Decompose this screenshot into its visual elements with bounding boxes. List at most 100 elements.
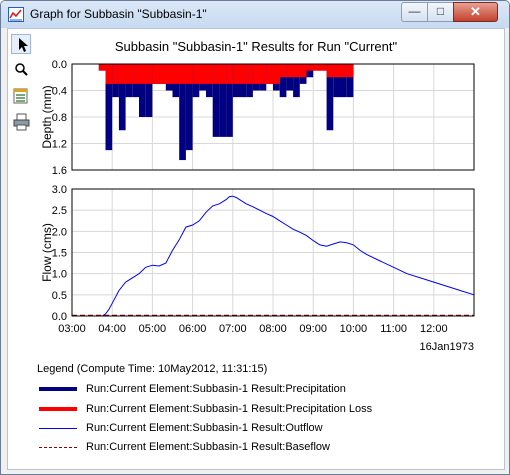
- precipitation-loss-bar: [132, 64, 139, 84]
- precipitation-loss-bar: [326, 64, 334, 78]
- precipitation-loss-bar: [185, 64, 193, 84]
- precipitation-bar: [346, 64, 354, 98]
- precipitation-loss-bar: [279, 64, 287, 78]
- flow-x-tick-label: 11:00: [380, 323, 407, 335]
- legend-label-precipitation: Run:Current Element:Subbasin-1 Result:Pr…: [86, 383, 346, 395]
- minimize-icon: —: [408, 4, 421, 18]
- legend-swatch-baseflow: [39, 447, 77, 448]
- precipitation-loss-bar: [206, 64, 213, 84]
- outflow-line: [72, 195, 475, 317]
- flow-x-tick-label: 05:00: [139, 323, 167, 335]
- legend-entry-precipitation-loss: Run:Current Element:Subbasin-1 Result:Pr…: [37, 403, 488, 417]
- legend-swatch-precipitation: [39, 387, 77, 391]
- precipitation-bar: [219, 64, 227, 137]
- precipitation-bar: [212, 64, 220, 137]
- zoom-magnifier-icon: [15, 63, 28, 76]
- precipitation-loss-bar: [346, 64, 354, 78]
- table-tool-button[interactable]: [11, 86, 31, 106]
- close-button[interactable]: ✕: [453, 2, 498, 22]
- flow-y-tick-label: 0.0: [52, 311, 67, 323]
- legend-entry-outflow: Run:Current Element:Subbasin-1 Result:Ou…: [37, 422, 488, 436]
- flow-y-tick-label: 2.5: [52, 205, 67, 217]
- precipitation-loss-bar: [286, 64, 294, 78]
- precipitation-bar: [279, 64, 287, 98]
- precipitation-bar: [145, 64, 153, 117]
- precipitation-loss-bar: [125, 64, 133, 84]
- maximize-button[interactable]: □: [427, 2, 454, 22]
- precipitation-loss-bar: [219, 64, 227, 84]
- precipitation-loss-bar: [293, 64, 300, 78]
- precipitation-loss-bar: [98, 64, 106, 71]
- precipitation-loss-bar: [232, 64, 240, 84]
- precipitation-loss-bar: [252, 64, 260, 84]
- precipitation-loss-bar: [105, 64, 113, 84]
- precipitation-bar: [179, 64, 186, 161]
- legend-swatch-precipitation-loss: [39, 407, 77, 411]
- flow-x-tick-label: 07:00: [219, 323, 247, 335]
- flow-chart: 0.0 0.5 1.0 1.5 2.0 2.5 3.0 03:00 04:00 05:00 06:0…: [40, 184, 475, 353]
- title-bar[interactable]: Graph for Subbasin "Subbasin-1" — □ ✕: [1, 1, 509, 28]
- precipitation-loss-bar: [319, 64, 327, 71]
- precipitation-loss-bar: [112, 64, 119, 84]
- legend-label-baseflow: Run:Current Element:Subbasin-1 Result:Ba…: [86, 441, 330, 453]
- flow-x-tick-label: 04:00: [98, 323, 126, 335]
- precipitation-loss-bar: [299, 64, 307, 78]
- precipitation-loss-bar: [179, 64, 186, 84]
- precipitation-loss-bar: [159, 64, 166, 84]
- print-tool-button[interactable]: [11, 112, 31, 132]
- zoom-tool-button[interactable]: [11, 60, 31, 80]
- precipitation-loss-bar: [139, 64, 146, 84]
- precipitation-bar: [326, 64, 334, 131]
- maximize-icon: □: [436, 4, 445, 18]
- precip-y-tick-label: 1.2: [52, 139, 67, 151]
- flow-y-tick-label: 2.0: [52, 226, 67, 238]
- flow-y-tick-label: 0.5: [52, 290, 67, 302]
- precipitation-loss-bar: [152, 64, 160, 84]
- precip-y-tick-label: 0.0: [52, 59, 67, 71]
- legend-title: Legend (Compute Time: 10May2012, 11:31:1…: [37, 363, 268, 375]
- chart-area: 0.0 0.4 0.8 1.2 1.6 Depth (mm) 0.0 0.5 1.0 1.5 2.…: [40, 59, 475, 353]
- flow-plot-frame: [71, 188, 475, 317]
- close-icon: ✕: [470, 4, 481, 19]
- legend: Legend (Compute Time: 10May2012, 11:31:1…: [37, 357, 488, 461]
- precipitation-loss-bar: [145, 64, 153, 84]
- flow-x-tick-label: 12:00: [420, 323, 448, 335]
- precipitation-bar: [118, 64, 126, 131]
- graph-panel: Subbasin "Subbasin-1" Results for Run "C…: [7, 28, 505, 470]
- precipitation-loss-bar: [259, 64, 267, 84]
- precipitation-loss-bar: [172, 64, 180, 84]
- precipitation-loss-bar: [306, 64, 314, 71]
- flow-y-axis-label: Flow (cms): [40, 223, 54, 282]
- flow-y-tick-label: 1.0: [52, 269, 67, 281]
- pointer-arrow-icon: [19, 38, 28, 52]
- legend-label-outflow: Run:Current Element:Subbasin-1 Result:Ou…: [86, 422, 323, 434]
- legend-label-precipitation-loss: Run:Current Element:Subbasin-1 Result:Pr…: [86, 403, 373, 415]
- precipitation-loss-bar: [246, 64, 253, 84]
- precipitation-bar: [293, 64, 300, 98]
- precipitation-bar: [105, 64, 113, 151]
- precipitation-loss-bar: [199, 64, 206, 84]
- flow-y-tick-label: 1.5: [52, 248, 67, 260]
- precipitation-loss-bar: [118, 64, 126, 84]
- flow-x-tick-label: 09:00: [299, 323, 327, 335]
- precipitation-bar: [226, 64, 233, 137]
- precipitation-loss-bar: [313, 64, 320, 71]
- minimize-button[interactable]: —: [401, 2, 428, 22]
- precipitation-loss-bar: [273, 64, 280, 84]
- flow-x-tick-label: 10:00: [340, 323, 368, 335]
- precip-y-tick-label: 0.4: [52, 86, 67, 98]
- window-title: Graph for Subbasin "Subbasin-1": [30, 7, 207, 21]
- table-properties-icon: [13, 88, 28, 104]
- precipitation-loss-bar: [212, 64, 220, 84]
- precipitation-bar: [185, 64, 193, 151]
- legend-swatch-outflow: [39, 428, 77, 429]
- precipitation-loss-bar: [239, 64, 247, 84]
- precip-y-axis-label: Depth (mm): [40, 85, 54, 148]
- precip-y-tick-label: 1.6: [52, 165, 67, 177]
- pointer-tool-button[interactable]: [11, 34, 31, 54]
- precipitation-loss-bar: [333, 64, 340, 78]
- precipitation-loss-bar: [226, 64, 233, 84]
- chart-title: Subbasin "Subbasin-1" Results for Run "C…: [114, 39, 398, 54]
- precipitation-loss-bar: [340, 64, 347, 78]
